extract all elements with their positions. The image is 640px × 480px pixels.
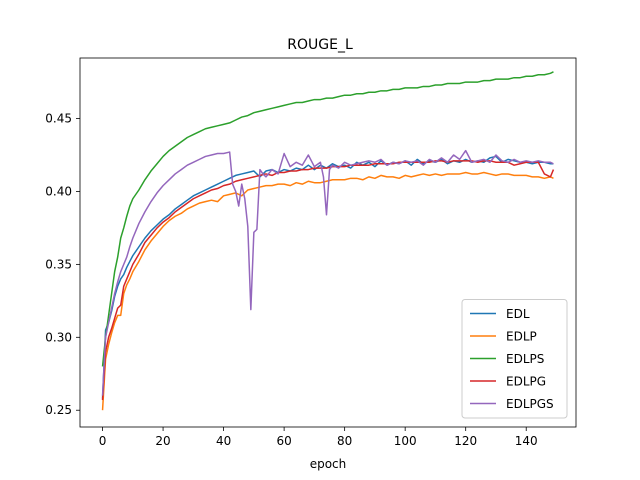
series-line-edlp [101,171,554,411]
x-tick-label: 20 [155,434,170,448]
legend-label-edlps: EDLPS [506,352,544,366]
series-line-edlpgs [101,149,554,396]
y-tick-label: 0.45 [45,112,72,126]
axes-frame [79,57,577,428]
x-tick-label: 140 [515,434,538,448]
y-tick-label: 0.40 [45,184,72,198]
x-tick-label: 100 [394,434,417,448]
legend-label-edlp: EDLP [506,330,537,344]
legend-box [461,299,568,419]
legend-label-edlpgs: EDLPGS [506,397,554,411]
series-line-edlps [101,71,554,367]
y-tick-label: 0.35 [45,257,72,271]
chart-title: ROUGE_L [287,37,353,53]
series-layer [101,71,555,411]
x-tick-label: 120 [454,434,477,448]
y-axis-ticks: 0.25 0.30 0.35 0.40 0.45 [45,112,80,417]
x-tick-label: 40 [216,434,231,448]
x-axis-label: epoch [310,457,347,471]
y-tick-label: 0.25 [45,403,72,417]
legend-label-edlpg: EDLPG [506,375,546,389]
x-axis-ticks: 0 20 40 60 80 100 120 140 [99,427,538,448]
legend-label-edl: EDL [506,307,530,321]
x-tick-label: 0 [99,434,107,448]
y-tick-label: 0.30 [45,330,72,344]
x-tick-label: 60 [276,434,291,448]
x-tick-label: 80 [337,434,352,448]
legend: EDL EDLP EDLPS EDLPG EDLPGS [461,299,568,419]
